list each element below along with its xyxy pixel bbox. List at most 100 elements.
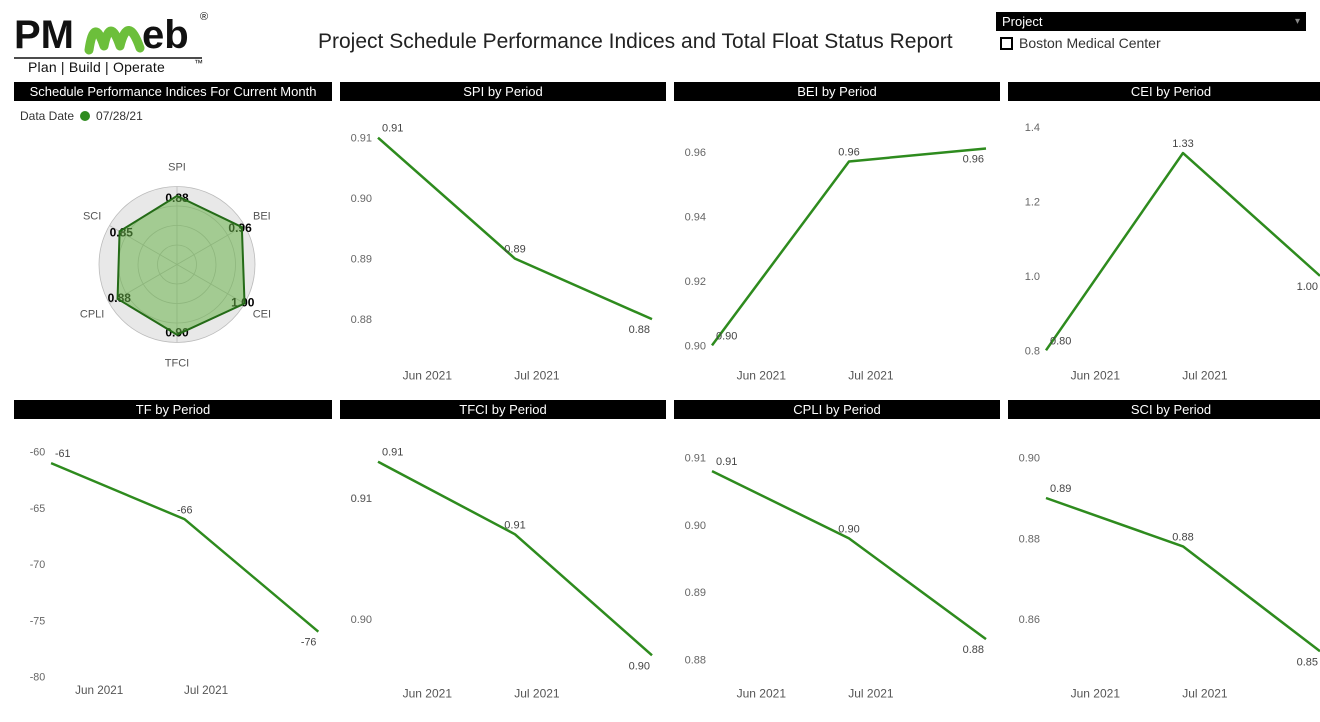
point-value-label: 0.96	[838, 146, 859, 158]
panel-radar: Schedule Performance Indices For Current…	[14, 82, 332, 392]
line-chart-bei: 0.900.920.940.96Jun 2021Jul 20210.900.96…	[674, 101, 1000, 392]
panel-title-tfci: TFCI by Period	[340, 400, 666, 419]
panel-title-spi: SPI by Period	[340, 82, 666, 101]
x-tick-label: Jul 2021	[1182, 687, 1228, 701]
y-tick-label: -60	[30, 447, 46, 459]
y-tick-label: -80	[30, 672, 46, 684]
series-line	[1046, 153, 1320, 350]
y-tick-label: 0.86	[1019, 614, 1040, 626]
y-tick-label: 0.90	[351, 193, 372, 205]
panel-spi: SPI by Period 0.88 0.89 0.90 0.91 Jun 2021 Jul…	[340, 82, 666, 392]
radar-axis-label: TFCI	[165, 358, 189, 370]
point-value-label: 0.80	[1050, 335, 1071, 347]
series-line	[712, 149, 986, 346]
panel-sci: SCI by Period 0.86 0.88 0.90 Jun 2021 Jul 202…	[1008, 400, 1320, 710]
point-value-label: 0.90	[716, 330, 737, 342]
radar-legend-dot-icon	[80, 111, 90, 121]
point-value-label: 0.85	[1297, 656, 1318, 668]
point-value-label: 0.88	[1172, 531, 1193, 543]
logo-w-icon	[89, 30, 140, 50]
series-line	[378, 138, 652, 320]
panel-cei: CEI by Period0.81.01.21.4Jun 2021Jul 202…	[1008, 82, 1320, 392]
panel-tfci: TFCI by Period 0.90 0.91 0.91 Jun 2021 Jul 20…	[340, 400, 666, 710]
point-value-label: -66	[177, 504, 193, 516]
legend-square-icon	[1000, 37, 1013, 50]
x-tick-label: Jun 2021	[403, 687, 453, 701]
y-tick-label: 0.89	[351, 254, 372, 266]
y-tick-label: 0.88	[351, 314, 372, 326]
point-value-label: 0.88	[629, 324, 650, 336]
logo-eb: eb	[142, 13, 189, 57]
panel-title-bei: BEI by Period	[674, 82, 1000, 101]
panel-tf: TF by Period-80-75-70-65-60Jun 2021Jul 2…	[14, 400, 332, 710]
logo-tm-mark: ™	[194, 58, 203, 68]
line-chart-sci: 0.86 0.88 0.90 Jun 2021 Jul 2021 0.89 0.88 0.85	[1008, 419, 1320, 710]
panel-bei: BEI by Period0.900.920.940.96Jun 2021Jul…	[674, 82, 1000, 392]
y-tick-label: 0.90	[1019, 453, 1040, 465]
point-value-label: 0.91	[382, 447, 403, 459]
project-legend: Boston Medical Center	[996, 31, 1306, 51]
radar-legend: Data Date 07/28/21	[20, 109, 143, 123]
project-select[interactable]: Project ▾	[996, 12, 1306, 31]
logo-pm: PM	[14, 13, 74, 57]
radar-legend-label: Data Date	[20, 109, 74, 123]
radar-legend-value: 07/28/21	[96, 109, 143, 123]
y-tick-label: 1.2	[1025, 196, 1040, 208]
x-tick-label: Jun 2021	[1071, 369, 1121, 383]
y-tick-label: 1.0	[1025, 271, 1040, 283]
point-value-label: 0.91	[716, 456, 737, 468]
panel-title-radar: Schedule Performance Indices For Current…	[14, 82, 332, 101]
y-tick-label: -65	[30, 503, 46, 515]
radar-axis-label: SPI	[168, 162, 186, 174]
line-chart-tfci: 0.900.910.91Jun 2021Jul 20210.910.910.90	[340, 419, 666, 710]
point-value-label: 0.91	[382, 123, 403, 135]
y-tick-label: 0.88	[685, 654, 706, 666]
point-value-label: 1.00	[1297, 281, 1318, 293]
y-tick-label: 0.90	[685, 520, 706, 532]
panel-title-cei: CEI by Period	[1008, 82, 1320, 101]
y-tick-label: -70	[30, 559, 46, 571]
series-line	[51, 463, 318, 632]
y-tick-label: 0.88	[1019, 533, 1040, 545]
y-tick-label: 0.94	[685, 211, 706, 223]
x-tick-label: Jul 2021	[514, 369, 560, 383]
y-tick-label: 0.89	[685, 587, 706, 599]
x-tick-label: Jun 2021	[1071, 687, 1121, 701]
x-tick-label: Jun 2021	[737, 687, 787, 701]
series-line	[1046, 498, 1320, 651]
y-tick-label: -75	[30, 615, 46, 627]
point-value-label: 0.91	[504, 519, 525, 531]
line-chart-tf: -80-75-70-65-60Jun 2021Jul 2021-61-66-76	[14, 419, 332, 710]
y-tick-label: 0.91	[351, 133, 372, 145]
y-tick-label: 1.4	[1025, 122, 1040, 134]
logo-reg-mark: ®	[200, 11, 208, 23]
radar-axis-label: SCI	[83, 211, 101, 223]
radar-chart: Data Date07/28/21SPI0.88BEI0.96CEI1.00TF…	[14, 101, 332, 392]
panel-title-sci: SCI by Period	[1008, 400, 1320, 419]
point-value-label: 0.89	[1050, 483, 1071, 495]
radar-axis-label: BEI	[253, 211, 271, 223]
radar-axis-label: CPLI	[80, 309, 104, 321]
point-value-label: 0.90	[629, 660, 650, 672]
logo-tagline: Plan | Build | Operate	[28, 59, 165, 75]
x-tick-label: Jul 2021	[514, 687, 560, 701]
point-value-label: -61	[55, 448, 71, 460]
project-legend-label: Boston Medical Center	[1019, 35, 1161, 51]
y-tick-label: 0.92	[685, 276, 706, 288]
x-tick-label: Jun 2021	[403, 369, 453, 383]
chevron-down-icon: ▾	[1295, 16, 1300, 27]
panel-title-cpli: CPLI by Period	[674, 400, 1000, 419]
y-tick-label: 0.8	[1025, 345, 1040, 357]
x-tick-label: Jul 2021	[848, 687, 894, 701]
logo: PM eb ® Plan | Build | Operate ™	[14, 8, 318, 81]
point-value-label: 1.33	[1172, 138, 1193, 150]
project-select-label: Project	[1002, 14, 1042, 29]
point-value-label: 0.96	[963, 154, 984, 166]
y-tick-label: 0.91	[351, 493, 372, 505]
series-line	[712, 471, 986, 639]
y-tick-label: 0.90	[685, 340, 706, 352]
page-title: Project Schedule Performance Indices and…	[318, 30, 996, 54]
point-value-label: -76	[301, 636, 317, 648]
point-value-label: 0.89	[504, 244, 525, 256]
panel-title-tf: TF by Period	[14, 400, 332, 419]
